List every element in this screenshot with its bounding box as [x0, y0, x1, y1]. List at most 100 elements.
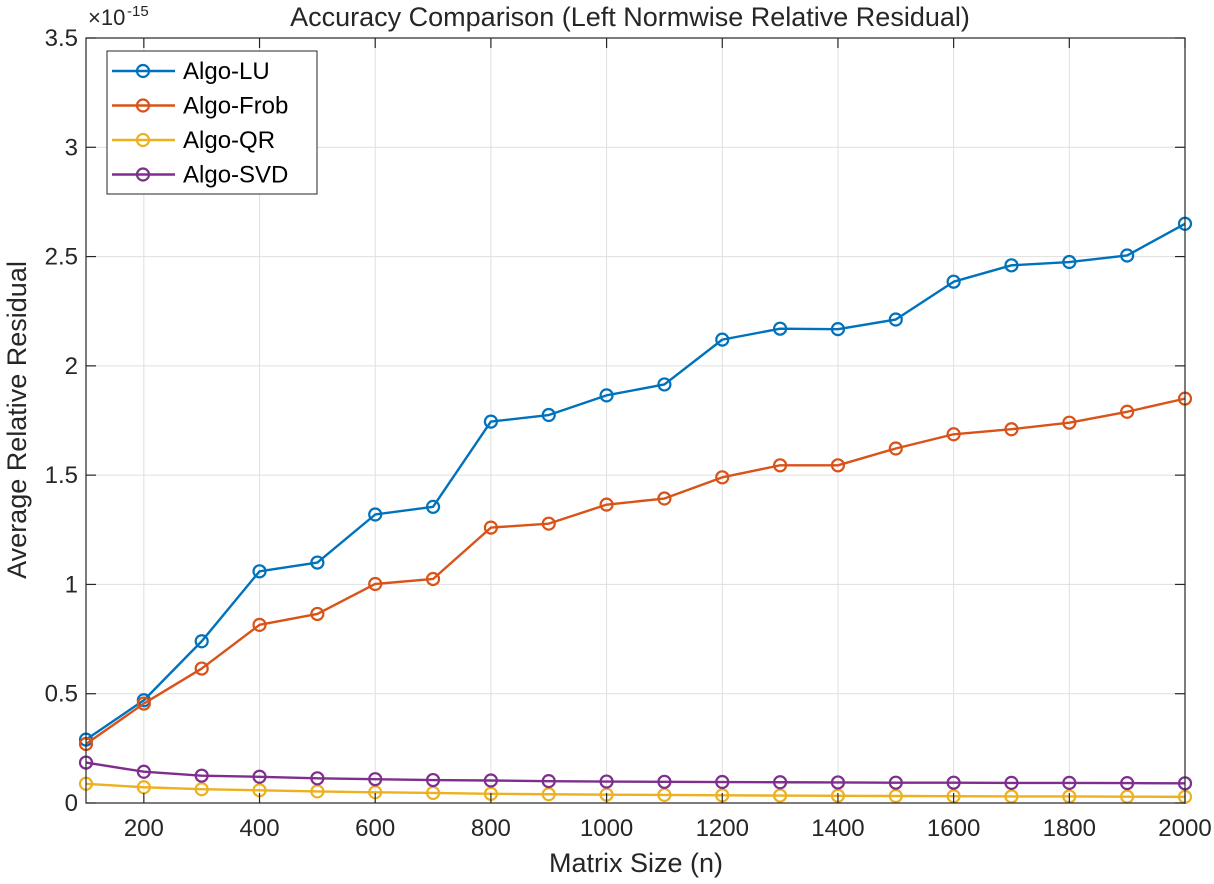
- series-line-algo-svd: [85, 761, 1186, 785]
- y-tick-label: 1.5: [45, 462, 78, 489]
- data-point-algo-frob: [773, 458, 788, 473]
- data-point-algo-frob: [425, 571, 441, 587]
- data-point-algo-lu: [368, 507, 383, 522]
- data-point-algo-qr: [657, 787, 672, 803]
- data-point-algo-frob: [136, 696, 151, 711]
- data-point-algo-svd: [946, 775, 961, 790]
- data-point-algo-frob: [541, 516, 556, 531]
- x-tick-label: 400: [240, 815, 280, 842]
- data-point-algo-svd: [1062, 775, 1077, 790]
- legend-entry-algo-qr: Algo-QR: [112, 127, 275, 154]
- data-point-algo-frob: [715, 470, 730, 485]
- data-point-algo-lu: [599, 388, 614, 403]
- data-point-algo-frob: [1004, 422, 1019, 437]
- data-point-algo-svd: [483, 773, 498, 788]
- data-point-algo-svd: [715, 774, 730, 790]
- y-tick-label: 3: [65, 134, 78, 161]
- x-tick-label: 1200: [696, 815, 749, 842]
- plot-area-border: [85, 37, 1186, 804]
- data-point-algo-frob: [310, 606, 325, 622]
- data-point-algo-svd: [1120, 776, 1135, 791]
- data-point-algo-lu: [1120, 248, 1135, 263]
- legend-label: Algo-SVD: [183, 162, 288, 189]
- data-point-algo-svd: [888, 775, 903, 790]
- legend: Algo-LU Algo-Frob Algo-QR Algo-SVD: [106, 50, 318, 195]
- x-tick-label: 2000: [1158, 815, 1211, 842]
- legend-swatch-marker: [135, 98, 151, 113]
- y-tick-label: 0.5: [45, 681, 78, 708]
- data-point-algo-lu: [252, 564, 267, 579]
- data-point-algo-qr: [194, 782, 209, 797]
- data-point-algo-qr: [310, 784, 325, 799]
- legend-swatch-marker: [135, 132, 151, 148]
- data-point-algo-frob: [252, 617, 267, 632]
- data-point-algo-frob: [657, 491, 672, 506]
- x-axis-label: Matrix Size (n): [549, 848, 723, 878]
- data-point-algo-svd: [773, 775, 788, 790]
- legend-label: Algo-LU: [183, 58, 270, 85]
- data-point-algo-qr: [773, 788, 788, 803]
- data-point-algo-qr: [541, 787, 556, 802]
- axis-ticks: [86, 37, 1186, 804]
- y-axis-label: Average Relative Residual: [2, 261, 32, 579]
- y-exponent: ×10 -15: [88, 3, 149, 30]
- data-point-algo-lu: [830, 322, 846, 337]
- x-tick-label: 1600: [927, 815, 980, 842]
- y-tick-label: 0: [65, 790, 78, 817]
- x-tick-label: 1800: [1043, 815, 1096, 842]
- data-point-algo-frob: [830, 458, 846, 473]
- y-tick-label: 3.5: [45, 25, 78, 52]
- data-point-algo-frob: [946, 427, 961, 442]
- series-line-algo-qr: [85, 782, 1186, 799]
- series-layer: [78, 216, 1193, 804]
- data-point-algo-qr: [888, 788, 903, 804]
- data-point-algo-lu: [715, 332, 730, 347]
- data-point-algo-frob: [483, 520, 498, 535]
- data-point-algo-frob: [888, 441, 903, 456]
- data-point-algo-svd: [310, 771, 325, 786]
- chart-title: Accuracy Comparison (Left Normwise Relat…: [290, 2, 970, 32]
- x-tick-label: 600: [355, 815, 395, 842]
- data-point-algo-svd: [368, 772, 383, 787]
- data-point-algo-svd: [830, 775, 846, 790]
- y-tick-label: 2: [65, 353, 78, 380]
- legend-label: Algo-QR: [183, 127, 275, 154]
- data-point-algo-frob: [194, 661, 209, 676]
- series-line-algo-lu: [85, 222, 1186, 741]
- legend-swatch-marker: [135, 63, 151, 79]
- legend-swatch-marker: [135, 167, 151, 182]
- data-point-algo-lu: [425, 499, 441, 514]
- data-point-algo-frob: [1120, 404, 1135, 419]
- data-point-algo-lu: [773, 321, 788, 336]
- data-point-algo-lu: [888, 312, 903, 327]
- data-point-algo-lu: [946, 274, 961, 289]
- data-point-algo-svd: [252, 769, 267, 784]
- data-point-algo-frob: [1062, 415, 1077, 430]
- data-point-algo-svd: [541, 774, 556, 789]
- data-point-algo-svd: [657, 774, 672, 789]
- series-algo-lu: [78, 216, 1193, 747]
- data-point-algo-lu: [1004, 258, 1019, 273]
- data-point-algo-lu: [657, 377, 672, 392]
- data-point-algo-lu: [1062, 254, 1077, 270]
- x-tick-label: 1000: [580, 815, 633, 842]
- y-tick-label: 1: [65, 571, 78, 598]
- series-algo-svd: [78, 755, 1193, 791]
- tick-labels: 200 400 600 800 1000 1200 1400 1600 1800 2000 0 0.5…: [45, 25, 1212, 842]
- series-line-algo-frob: [85, 397, 1186, 745]
- series-algo-frob: [78, 391, 1193, 752]
- data-point-algo-frob: [368, 576, 383, 592]
- data-point-algo-lu: [483, 414, 498, 429]
- data-point-algo-lu: [310, 555, 325, 570]
- y-tick-label: 2.5: [45, 244, 78, 271]
- data-point-algo-svd: [194, 768, 209, 783]
- y-exponent-power: -15: [127, 3, 149, 20]
- x-tick-label: 1400: [811, 815, 864, 842]
- data-point-algo-svd: [136, 764, 151, 779]
- data-point-algo-lu: [541, 407, 556, 423]
- legend-entry-algo-svd: Algo-SVD: [112, 162, 288, 189]
- legend-entry-algo-frob: Algo-Frob: [112, 93, 288, 120]
- legend-label: Algo-Frob: [183, 93, 288, 120]
- legend-entry-algo-lu: Algo-LU: [112, 58, 270, 85]
